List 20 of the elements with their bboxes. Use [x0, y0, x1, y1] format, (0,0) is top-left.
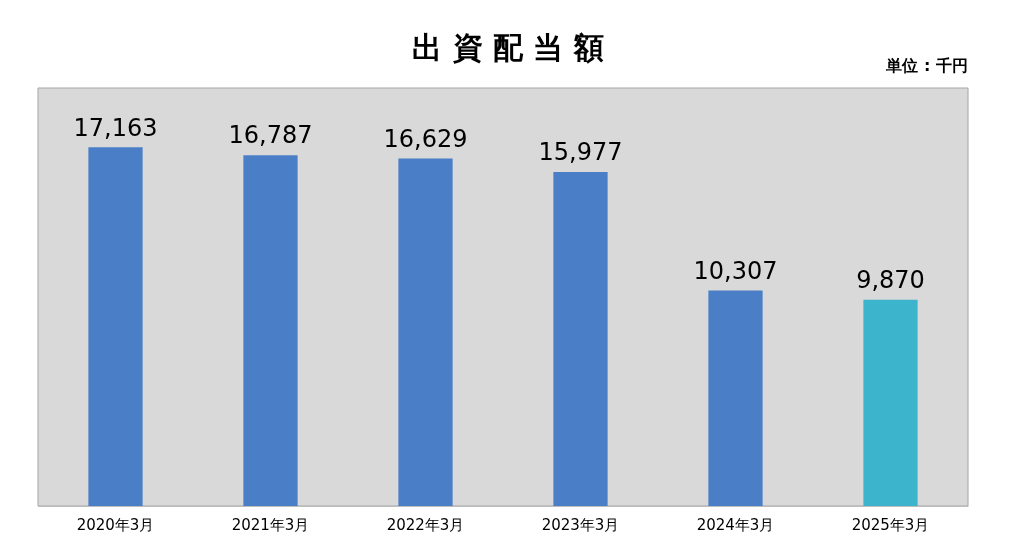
- data-label: 17,163: [73, 113, 158, 142]
- x-tick-label: 2021年3月: [231, 515, 310, 534]
- bar: [553, 172, 608, 506]
- data-label: 16,629: [383, 124, 468, 153]
- text: 単位 : 千円: [886, 56, 968, 77]
- bar: [398, 158, 453, 506]
- bar: [863, 299, 918, 506]
- data-label: 9,870: [856, 265, 925, 294]
- bar: [88, 147, 143, 506]
- data-label: 10,307: [693, 256, 778, 285]
- x-tick-label: 2022年3月: [386, 515, 465, 534]
- bar: [708, 290, 763, 506]
- x-tick-label: 2020年3月: [76, 515, 155, 534]
- x-tick-label: 2024年3月: [696, 515, 775, 534]
- data-label: 16,787: [228, 121, 313, 150]
- chart-title: 出 資 配 当 額: [412, 30, 604, 65]
- data-label: 15,977: [538, 138, 623, 167]
- bar: [243, 155, 298, 506]
- x-tick-label: 2025年3月: [851, 515, 930, 534]
- x-tick-label: 2023年3月: [541, 515, 620, 534]
